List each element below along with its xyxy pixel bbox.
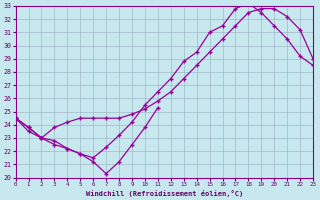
X-axis label: Windchill (Refroidissement éolien,°C): Windchill (Refroidissement éolien,°C) — [86, 190, 243, 197]
